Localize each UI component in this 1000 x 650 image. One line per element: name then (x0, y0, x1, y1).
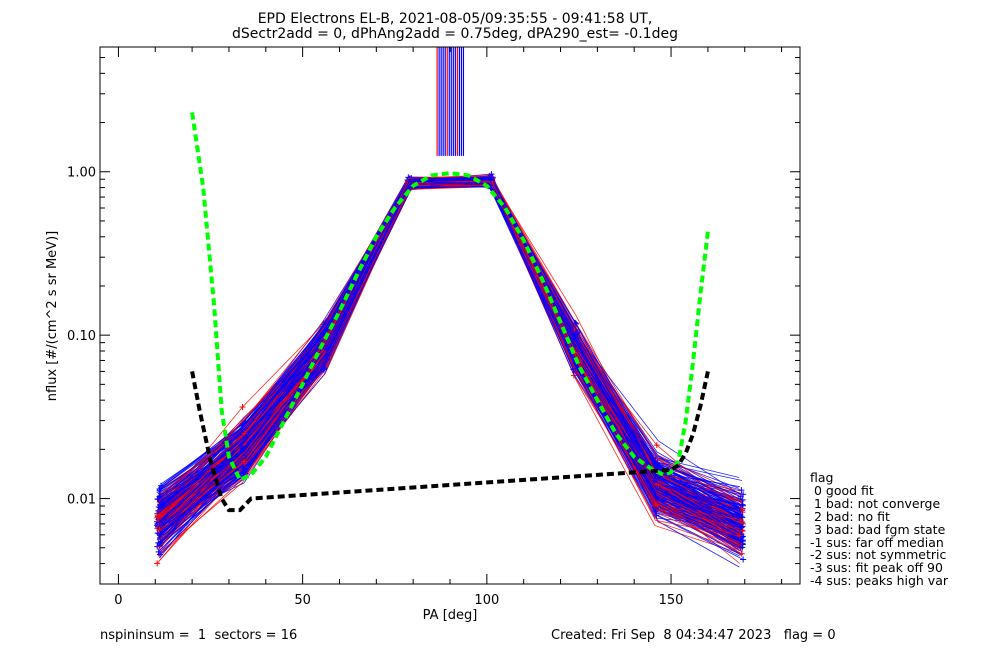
x-tick-label: 100 (474, 593, 499, 608)
data-trace (158, 186, 742, 544)
data-point (570, 372, 577, 379)
legend-item: -4 sus: peaks high var (810, 573, 949, 589)
x-tick-label: 0 (114, 593, 122, 608)
data-point (739, 528, 746, 535)
legend-item: -3 sus: fit peak off 90 (810, 560, 943, 576)
data-point (740, 556, 747, 563)
y-axis-label: nflux [#/(cm^2 s sr MeV)] (45, 231, 60, 401)
x-tick-label: 150 (659, 593, 684, 608)
axes: 0 50 100 150 0.01 0.10 1.00 (67, 47, 800, 608)
data-point (738, 487, 745, 494)
data-point (155, 539, 162, 546)
data-trace (158, 180, 740, 538)
data-point (239, 463, 246, 470)
chart-subtitle: dSectr2add = 0, dPhAng2add = 0.75deg, dP… (232, 26, 678, 42)
data-point (736, 532, 743, 539)
data-point (651, 478, 658, 485)
data-traces (154, 47, 747, 568)
data-point (653, 442, 660, 449)
legend-item: 1 bad: not converge (810, 495, 941, 511)
black-fit-curve (190, 370, 710, 513)
footer-left: nspininsum = 1 sectors = 16 (100, 628, 298, 643)
y-tick-label: 0.10 (67, 329, 96, 344)
legend-title: flag (810, 470, 834, 485)
x-tick-label: 50 (294, 593, 311, 608)
data-point (571, 331, 578, 338)
legend-item: -2 sus: not symmetric (810, 547, 947, 563)
x-axis-label: PA [deg] (423, 608, 478, 623)
data-trace (160, 176, 740, 526)
data-point (156, 512, 163, 519)
trace-group (154, 47, 747, 568)
y-tick-label: 1.00 (67, 166, 96, 181)
data-point (739, 544, 746, 551)
data-point (241, 458, 248, 465)
data-point (154, 523, 161, 530)
flag-legend: flag 0 good fit 1 bad: not converge 2 ba… (810, 470, 949, 589)
y-tick-label: 0.01 (67, 493, 96, 508)
data-point (156, 486, 163, 493)
chart-title: EPD Electrons EL-B, 2021-08-05/09:35:55 … (258, 11, 653, 27)
green-fit-curve (190, 112, 710, 483)
footer-right: Created: Fri Sep 8 04:34:47 2023 flag = … (551, 628, 836, 643)
data-point (239, 426, 246, 433)
legend-item: -1 sus: far off median (810, 534, 944, 550)
legend-item: 3 bad: bad fgm state (810, 521, 946, 537)
data-point (157, 551, 164, 558)
data-trace (159, 184, 743, 552)
data-trace (158, 185, 740, 568)
data-point (156, 527, 163, 534)
data-point (156, 519, 163, 526)
data-trace (158, 175, 742, 502)
data-point (485, 174, 492, 181)
data-point (239, 403, 246, 410)
data-trace (160, 182, 743, 528)
data-point (155, 548, 162, 555)
data-point (154, 560, 161, 567)
legend-item: 0 good fit (810, 482, 874, 498)
data-point (739, 538, 746, 545)
data-trace (156, 182, 740, 538)
data-point (238, 442, 245, 449)
data-point (156, 493, 163, 500)
fit-curves (190, 112, 710, 513)
data-point (737, 511, 744, 518)
legend-item: 2 bad: no fit (810, 508, 890, 524)
data-point (321, 365, 328, 372)
data-trace (159, 177, 741, 523)
